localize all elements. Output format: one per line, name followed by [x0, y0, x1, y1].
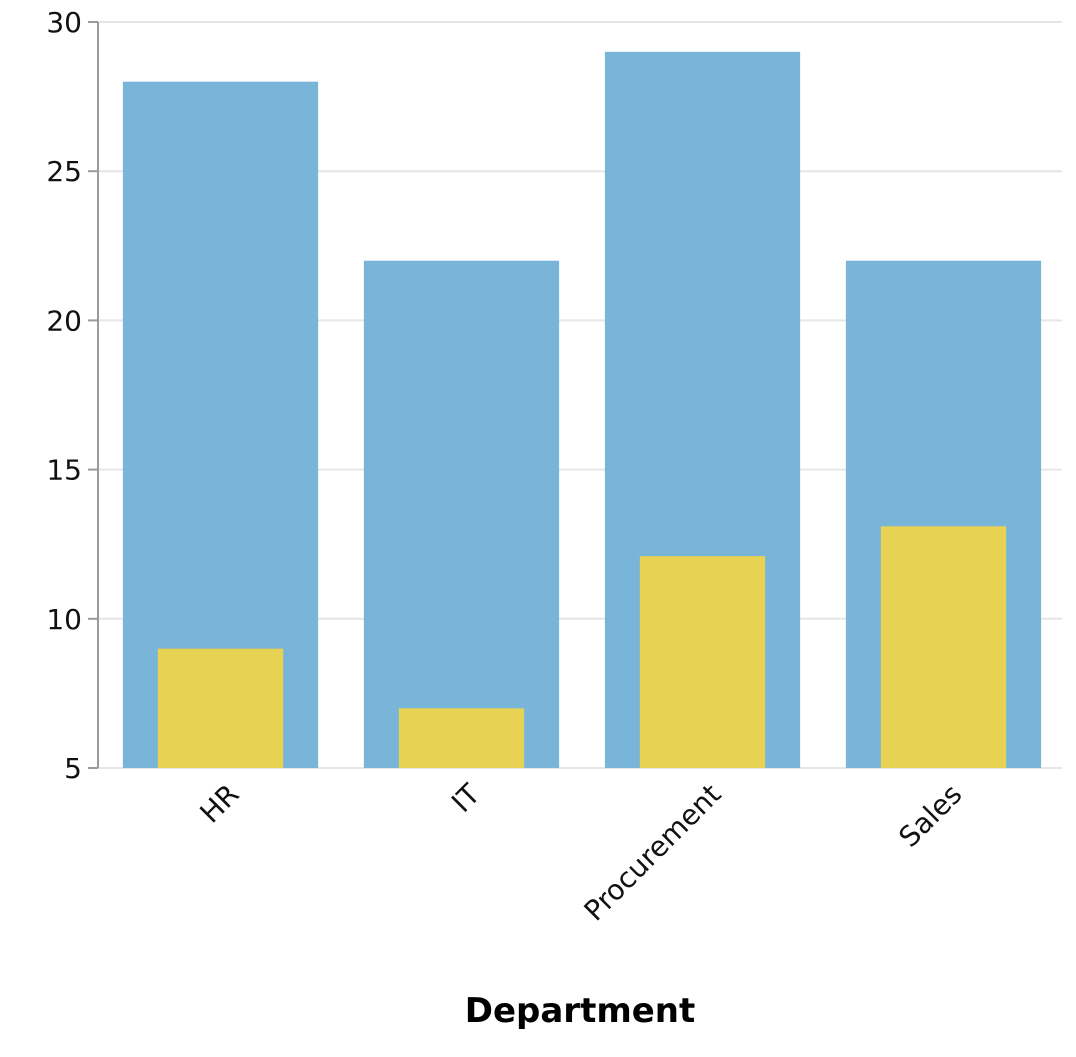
bar-it-series-1	[363, 260, 560, 768]
x-tick-label: IT	[445, 777, 487, 819]
y-tick-label: 25	[46, 155, 82, 188]
y-tick-label: 20	[46, 304, 82, 337]
y-axis-ticks: 5 10 15 20 25 30	[46, 6, 98, 785]
bar-procurement-series-2	[639, 556, 766, 768]
bar-it-series-2	[398, 708, 525, 768]
y-tick-label: 10	[46, 603, 82, 636]
y-tick-label: 15	[46, 454, 82, 487]
x-axis-ticks: HR IT Procurement Sales	[193, 777, 968, 927]
bar-sales-series-2	[880, 526, 1007, 768]
x-axis-title: Department	[465, 991, 696, 1031]
y-tick-label: 30	[46, 6, 82, 39]
bars	[122, 51, 1042, 769]
x-tick-label: HR	[193, 778, 245, 830]
bar-hr-series-2	[157, 648, 284, 768]
x-tick-label: Sales	[892, 778, 968, 854]
y-tick-label: 5	[64, 752, 82, 785]
x-tick-label: Procurement	[578, 778, 728, 928]
